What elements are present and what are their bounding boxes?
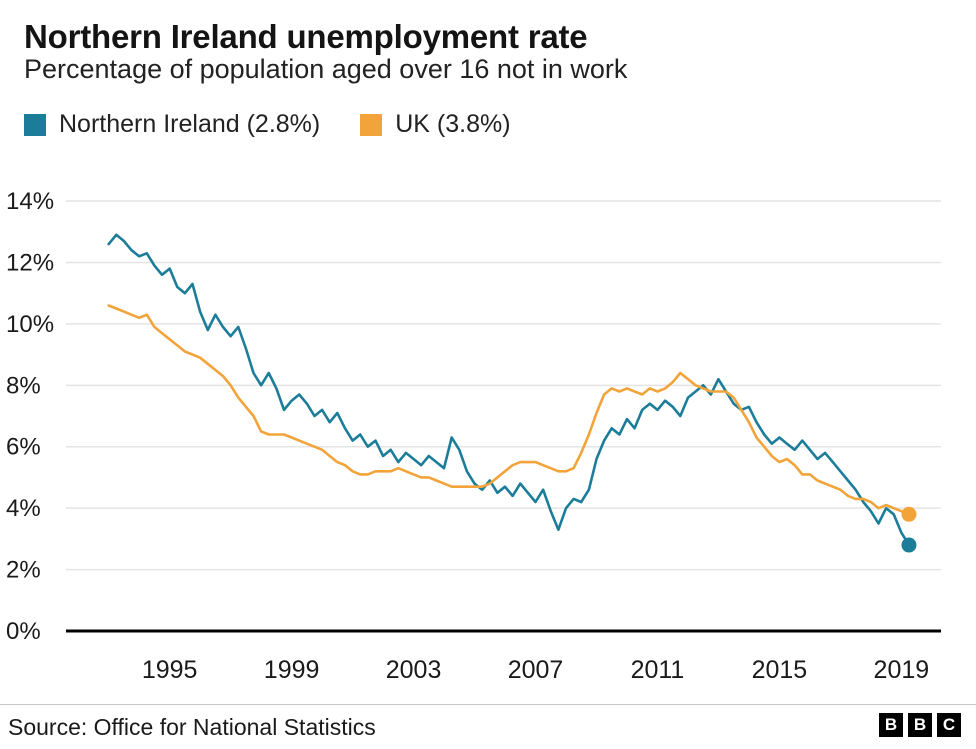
y-tick-label: 6% (6, 434, 41, 461)
x-tick-label: 1995 (142, 656, 198, 684)
series-line-northern-ireland (107, 233, 911, 547)
bbc-logo-letter-c: C (936, 712, 962, 738)
legend: Northern Ireland (2.8%) UK (3.8%) (24, 110, 511, 139)
chart-subtitle: Percentage of population aged over 16 no… (24, 54, 628, 84)
chart-svg: 0% 2% 4% 6% 8% 10% 12% 14% 1995 1999 2003 2007 2011 2… (6, 188, 941, 684)
legend-swatch-uk (360, 113, 383, 136)
y-tick-label: 12% (6, 249, 54, 276)
x-tick-label: 2011 (631, 656, 685, 684)
page-title: Northern Ireland unemployment rate (24, 18, 588, 56)
legend-item-uk: UK (3.8%) (360, 110, 511, 139)
legend-label-northern-ireland: Northern Ireland (2.8%) (59, 110, 321, 138)
y-tick-label: 4% (6, 495, 41, 522)
series-end-dot-northern-ireland (901, 537, 917, 553)
series-line-uk (107, 304, 911, 516)
bbc-logo-letter-b1: B (878, 712, 904, 738)
y-tick-label: 8% (6, 372, 41, 399)
x-tick-label: 1999 (264, 656, 320, 684)
bbc-logo: B B C (878, 712, 962, 738)
series-end-dot-uk (901, 506, 917, 522)
bbc-logo-letter-b2: B (907, 712, 933, 738)
legend-swatch-northern-ireland (24, 113, 46, 136)
source-text: Source: Office for National Statistics (8, 714, 376, 740)
y-tick-label: 14% (6, 188, 54, 215)
legend-label-uk: UK (3.8%) (395, 110, 511, 138)
y-tick-label: 2% (6, 557, 41, 584)
x-tick-label: 2007 (508, 656, 564, 684)
x-tick-label: 2015 (752, 656, 808, 684)
x-tick-label: 2003 (386, 656, 442, 684)
y-tick-label: 0% (6, 618, 41, 645)
legend-item-northern-ireland: Northern Ireland (2.8%) (24, 110, 320, 139)
y-tick-label: 10% (6, 311, 54, 338)
x-tick-label: 2019 (874, 656, 930, 684)
footer-divider (0, 704, 976, 705)
